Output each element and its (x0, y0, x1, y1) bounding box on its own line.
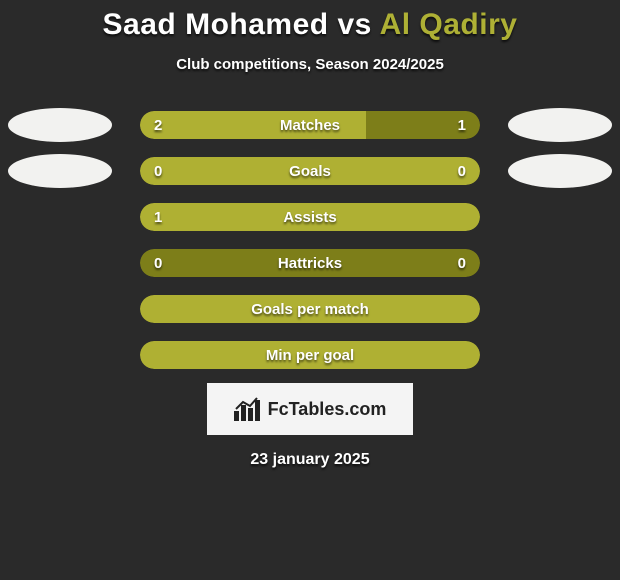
stat-row: 00Hattricks (0, 249, 620, 277)
stat-value-p2: 0 (458, 157, 466, 185)
stat-value-p1: 2 (154, 111, 162, 139)
stat-bar: 1Assists (140, 203, 480, 231)
player2-avatar (508, 154, 612, 188)
brand-badge: FcTables.com (207, 383, 413, 435)
stat-value-p2: 0 (458, 249, 466, 277)
stat-row: 21Matches (0, 111, 620, 139)
bar-fill-p2 (140, 249, 480, 277)
stat-row: 00Goals (0, 157, 620, 185)
subtitle: Club competitions, Season 2024/2025 (0, 56, 620, 73)
stat-rows: 21Matches00Goals1Assists00HattricksGoals… (0, 111, 620, 369)
player2-avatar (508, 108, 612, 142)
bar-fill-p1 (140, 341, 480, 369)
player1-name: Saad Mohamed (103, 8, 329, 41)
title: Saad Mohamed vs Al Qadiry (0, 0, 620, 42)
bar-fill-p1 (140, 157, 480, 185)
stat-value-p2: 1 (458, 111, 466, 139)
brand-text: FcTables.com (268, 399, 387, 420)
bar-fill-p1 (140, 111, 366, 139)
brand-icon (234, 397, 262, 421)
stat-row: Min per goal (0, 341, 620, 369)
stat-bar: 21Matches (140, 111, 480, 139)
stat-bar: 00Goals (140, 157, 480, 185)
stat-value-p1: 0 (154, 249, 162, 277)
player1-avatar (8, 108, 112, 142)
date: 23 january 2025 (0, 451, 620, 469)
stat-bar: Min per goal (140, 341, 480, 369)
stat-value-p1: 1 (154, 203, 162, 231)
player2-name: Al Qadiry (380, 8, 518, 41)
stat-bar: 00Hattricks (140, 249, 480, 277)
bar-fill-p1 (140, 203, 480, 231)
vs-label: vs (337, 8, 371, 41)
stat-row: Goals per match (0, 295, 620, 323)
player1-avatar (8, 154, 112, 188)
bar-fill-p1 (140, 295, 480, 323)
stat-bar: Goals per match (140, 295, 480, 323)
stat-row: 1Assists (0, 203, 620, 231)
stat-value-p1: 0 (154, 157, 162, 185)
